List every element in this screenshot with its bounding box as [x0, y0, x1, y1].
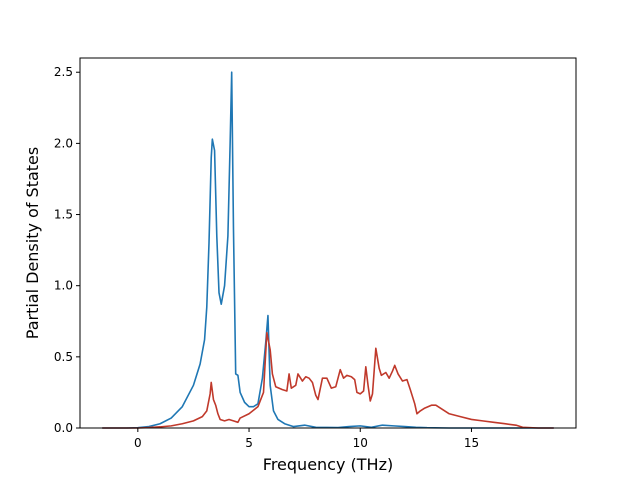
y-tick-label: 2.0 — [54, 136, 73, 150]
series-line-1 — [102, 71, 554, 429]
x-axis-ticks: 0 5 10 15 — [134, 428, 479, 450]
y-tick-label: 2.5 — [54, 65, 73, 79]
y-axis-label: Partial Density of States — [23, 147, 42, 339]
x-tick-label: 0 — [134, 436, 142, 450]
x-axis-label: Frequency (THz) — [263, 455, 393, 474]
x-tick-label: 5 — [245, 436, 253, 450]
y-tick-label: 0.0 — [54, 421, 73, 435]
plot-series — [102, 71, 554, 429]
x-tick-label: 10 — [353, 436, 368, 450]
y-tick-label: 1.5 — [54, 208, 73, 222]
plot-frame — [79, 57, 577, 429]
y-axis-ticks: 0.0 0.5 1.0 1.5 2.0 2.5 — [54, 65, 80, 435]
x-tick-label: 15 — [464, 436, 479, 450]
y-tick-label: 0.5 — [54, 350, 73, 364]
series-line-2 — [102, 331, 554, 429]
y-tick-label: 1.0 — [54, 279, 73, 293]
